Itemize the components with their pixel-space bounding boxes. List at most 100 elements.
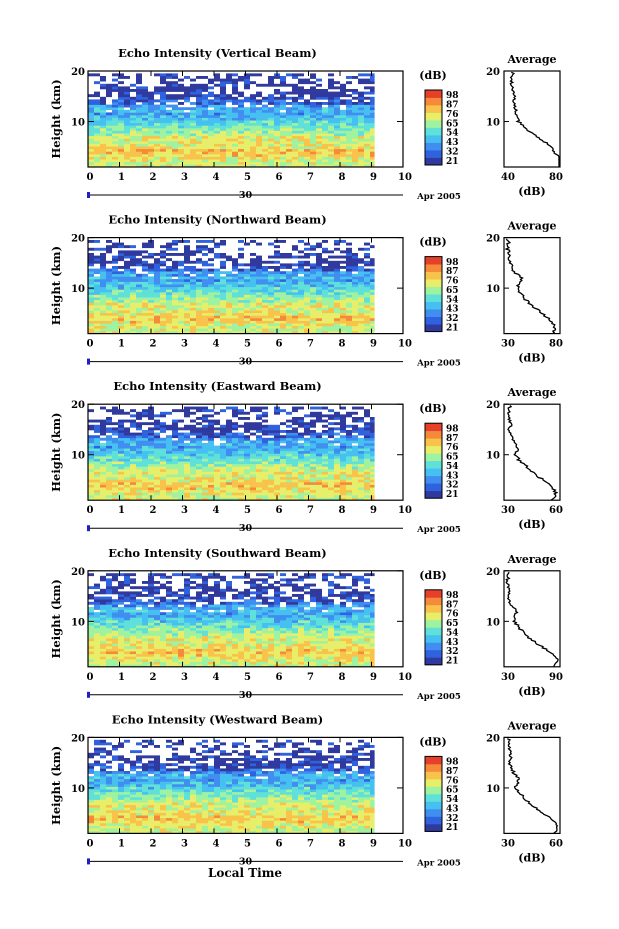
heatmap-cell xyxy=(262,305,268,308)
colorbar-segment xyxy=(425,150,442,158)
heatmap-cell xyxy=(88,122,94,126)
heatmap-cell xyxy=(178,94,184,98)
colorbar-tick-label: 43 xyxy=(446,138,459,148)
heatmap-cell xyxy=(172,419,178,423)
heatmap-cell xyxy=(322,266,328,269)
heatmap-cell xyxy=(88,487,94,491)
heatmap-cell xyxy=(142,463,148,467)
heatmap-cell xyxy=(118,325,124,329)
heatmap-cell xyxy=(130,128,136,131)
heatmap-cell xyxy=(352,102,358,105)
heatmap-cell xyxy=(346,292,352,295)
heatmap-cell xyxy=(184,427,190,431)
heatmap-cell xyxy=(250,489,256,493)
heatmap-cell xyxy=(112,440,118,444)
heatmap-cell xyxy=(322,148,328,152)
heatmap-cell xyxy=(316,276,322,280)
heatmap-cell xyxy=(88,479,94,483)
heatmap-cell xyxy=(244,143,250,147)
heatmap-cell xyxy=(286,469,292,472)
heatmap-cell xyxy=(172,479,178,483)
heatmap-cell xyxy=(358,117,364,121)
heatmap-cell xyxy=(100,489,106,493)
heatmap-cell xyxy=(274,305,280,308)
heatmap-cell xyxy=(352,253,358,256)
heatmap-cell xyxy=(184,445,190,449)
heatmap-cell xyxy=(94,130,100,134)
heatmap-cell xyxy=(136,437,142,441)
heatmap-cell xyxy=(232,310,238,314)
heatmap-cell xyxy=(112,266,118,269)
heatmap-cell xyxy=(136,482,142,485)
heatmap-cell xyxy=(238,253,244,256)
heatmap-cell xyxy=(148,128,154,131)
heatmap-cell xyxy=(280,299,286,303)
heatmap-cell xyxy=(364,159,370,163)
heatmap-cell xyxy=(268,273,274,277)
heatmap-cell xyxy=(280,117,286,121)
heatmap-cell xyxy=(88,104,94,108)
heatmap-cell xyxy=(184,484,190,488)
heatmap-cell xyxy=(274,125,280,129)
heatmap-cell xyxy=(364,414,370,418)
heatmap-cell xyxy=(190,164,196,168)
heatmap-cell xyxy=(94,331,100,334)
heatmap-cell xyxy=(214,284,220,288)
heatmap-cell xyxy=(94,260,100,264)
heatmap-cell xyxy=(196,653,202,657)
heatmap-cell xyxy=(280,471,286,475)
heatmap-cell xyxy=(370,263,375,267)
heatmap-cell xyxy=(298,435,304,439)
heatmap-cell xyxy=(364,659,370,662)
heatmap-cell xyxy=(118,437,124,441)
heatmap-cell xyxy=(226,133,232,137)
heatmap-cell xyxy=(124,128,130,131)
heatmap-cell xyxy=(214,466,220,470)
x-tick-label: 2 xyxy=(150,339,157,350)
heatmap-cell xyxy=(244,115,250,118)
heatmap-cell xyxy=(286,120,292,124)
heatmap-cell xyxy=(130,279,136,282)
heatmap-cell xyxy=(142,461,148,465)
heatmap-cell xyxy=(124,273,130,277)
heatmap-cell xyxy=(136,417,142,420)
heatmap-cell xyxy=(100,128,106,131)
heatmap-cell xyxy=(112,651,118,655)
heatmap-cell xyxy=(322,260,328,264)
heatmap-cell xyxy=(172,453,178,457)
heatmap-cell xyxy=(322,466,328,470)
heatmap-cell xyxy=(112,89,118,92)
heatmap-cell xyxy=(268,331,274,334)
heatmap-cell xyxy=(238,456,244,459)
heatmap-cell xyxy=(172,305,178,308)
heatmap-cell xyxy=(334,151,340,155)
heatmap-cell xyxy=(292,263,298,267)
heatmap-cell xyxy=(280,469,286,472)
heatmap-cell xyxy=(130,497,136,501)
heatmap-cell xyxy=(130,258,136,262)
heatmap-cell xyxy=(304,253,310,256)
x-tick-label: 2 xyxy=(150,505,157,516)
heatmap-cell xyxy=(262,664,268,668)
heatmap-cell xyxy=(172,273,178,277)
heatmap-cell xyxy=(184,99,190,103)
heatmap-cell xyxy=(130,250,136,254)
heatmap-cell xyxy=(346,463,352,467)
heatmap-cell xyxy=(280,659,286,662)
heatmap-cell xyxy=(358,484,364,488)
heatmap-cell xyxy=(256,99,262,103)
heatmap-cell xyxy=(94,427,100,431)
average-x-tick-label: 30 xyxy=(501,339,515,350)
heatmap-cell xyxy=(262,281,268,285)
heatmap-cell xyxy=(250,305,256,308)
heatmap-cell xyxy=(220,430,226,433)
heatmap-cell xyxy=(274,143,280,147)
heatmap-cell xyxy=(316,115,322,118)
heatmap-cell xyxy=(100,83,106,87)
heatmap-cell xyxy=(268,81,274,85)
heatmap-cell xyxy=(190,302,196,306)
heatmap-cell xyxy=(106,328,112,332)
heatmap-cell xyxy=(190,440,196,444)
heatmap-cell xyxy=(226,456,232,459)
